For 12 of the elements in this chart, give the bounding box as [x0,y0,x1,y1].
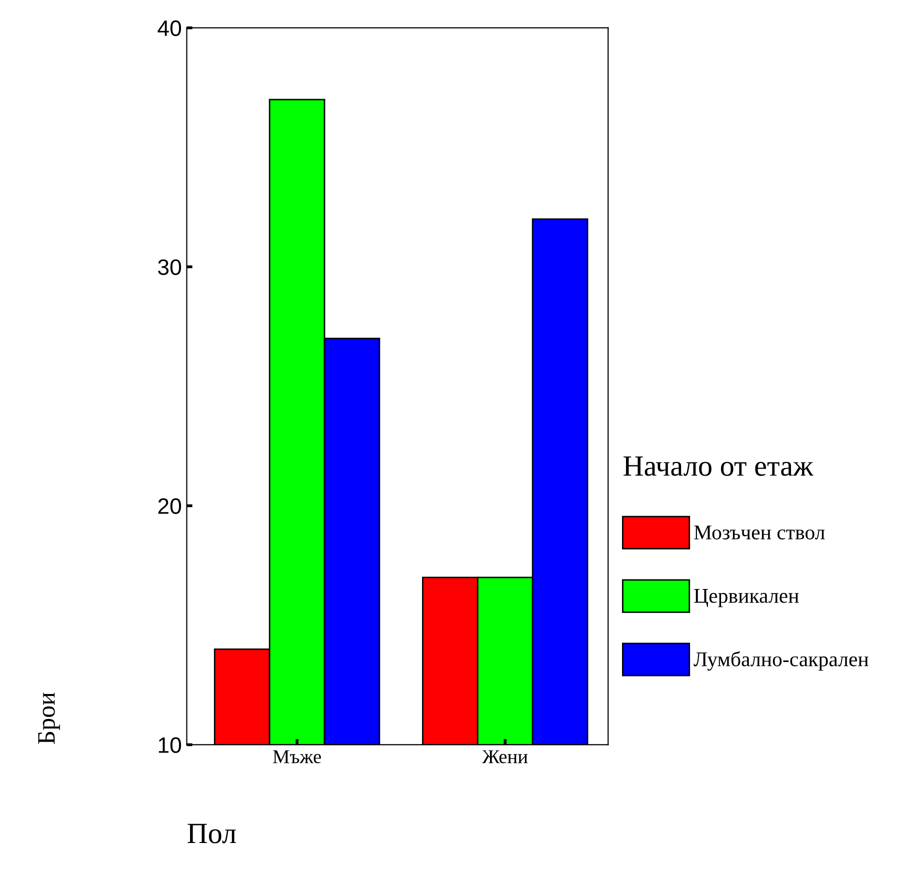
y-tick-label: 10 [158,737,182,753]
legend-label: Лумбално-сакрален [694,651,868,671]
y-axis-title: Брои [38,692,60,744]
legend-label: Мозъчен ствол [694,526,825,540]
legend-label: Цервикален [694,589,799,608]
x-tick-label: Жени [482,750,528,764]
legend-title: Начало от етаж [624,456,814,476]
y-tick-label: 40 [158,20,182,36]
y-tick-label: 30 [158,259,182,276]
x-axis-title: Пол [188,824,236,844]
x-tick-label: Мъже [273,750,321,764]
y-tick-label: 20 [158,498,182,514]
